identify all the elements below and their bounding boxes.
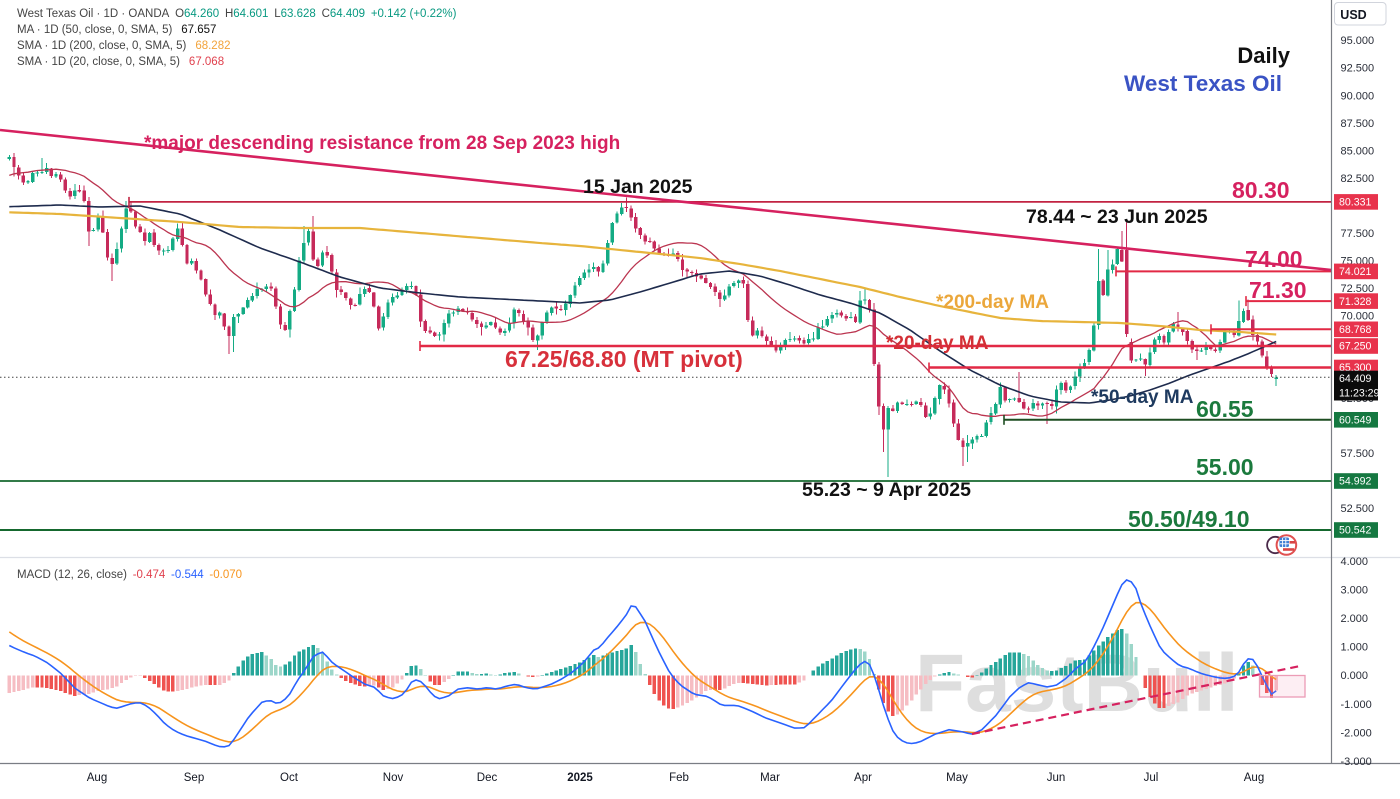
svg-text:Daily: Daily (1237, 43, 1290, 68)
svg-text:FastBull: FastBull (915, 638, 1238, 729)
svg-text:64.409: 64.409 (1339, 373, 1372, 385)
svg-text:4.000: 4.000 (1341, 556, 1369, 568)
svg-text:72.500: 72.500 (1341, 283, 1375, 295)
svg-text:-3.000: -3.000 (1341, 756, 1372, 768)
svg-text:95.000: 95.000 (1341, 35, 1375, 47)
svg-text:SMA · 1D (20, close, 0, SMA, 5: SMA · 1D (20, close, 0, SMA, 5) 67.068 (17, 56, 224, 68)
svg-text:50.50/49.10: 50.50/49.10 (1128, 506, 1250, 532)
svg-text:80.331: 80.331 (1339, 197, 1372, 209)
svg-text:MA · 1D (50, close, 0, SMA, 5): MA · 1D (50, close, 0, SMA, 5) 67.657 (17, 24, 216, 36)
svg-text:Mar: Mar (760, 772, 780, 784)
svg-text:*20-day MA: *20-day MA (886, 333, 989, 354)
svg-text:*50-day MA: *50-day MA (1091, 387, 1194, 408)
svg-text:67.250: 67.250 (1339, 341, 1372, 353)
svg-text:71.30: 71.30 (1249, 277, 1307, 303)
svg-text:Oct: Oct (280, 772, 299, 784)
svg-text:SMA · 1D (200, close, 0, SMA,: SMA · 1D (200, close, 0, SMA, 5) 68.282 (17, 40, 231, 52)
svg-text:87.500: 87.500 (1341, 118, 1375, 130)
svg-text:3.000: 3.000 (1341, 585, 1369, 597)
svg-text:USD: USD (1340, 8, 1366, 22)
svg-text:Aug: Aug (1244, 772, 1264, 784)
svg-text:71.328: 71.328 (1339, 296, 1372, 308)
svg-text:74.00: 74.00 (1245, 246, 1303, 272)
svg-text:11:23:29: 11:23:29 (1339, 387, 1380, 399)
svg-text:78.44 ~ 23 Jun 2025: 78.44 ~ 23 Jun 2025 (1026, 206, 1208, 228)
svg-text:92.500: 92.500 (1341, 63, 1375, 75)
svg-text:90.000: 90.000 (1341, 90, 1375, 102)
svg-text:-1.000: -1.000 (1341, 699, 1372, 711)
svg-text:*200-day MA: *200-day MA (936, 292, 1049, 313)
svg-text:74.021: 74.021 (1339, 266, 1372, 278)
svg-text:80.30: 80.30 (1232, 177, 1290, 203)
svg-text:West Texas Oil: West Texas Oil (1124, 71, 1282, 96)
svg-text:Aug: Aug (87, 772, 107, 784)
svg-text:-2.000: -2.000 (1341, 727, 1372, 739)
svg-text:Nov: Nov (383, 772, 404, 784)
svg-text:Jun: Jun (1047, 772, 1066, 784)
svg-text:2025: 2025 (567, 772, 593, 784)
svg-text:70.000: 70.000 (1341, 311, 1375, 323)
svg-text:*major descending resistance f: *major descending resistance from 28 Sep… (144, 133, 620, 154)
svg-text:Jul: Jul (1144, 772, 1159, 784)
svg-text:60.55: 60.55 (1196, 396, 1254, 422)
svg-text:55.23 ~ 9 Apr 2025: 55.23 ~ 9 Apr 2025 (802, 479, 971, 501)
svg-text:82.500: 82.500 (1341, 173, 1375, 185)
svg-text:50.542: 50.542 (1339, 525, 1372, 537)
svg-text:52.500: 52.500 (1341, 503, 1375, 515)
svg-text:15 Jan 2025: 15 Jan 2025 (583, 176, 693, 198)
svg-text:Apr: Apr (854, 772, 872, 784)
svg-text:MACD (12, 26, close) -0.474 -0: MACD (12, 26, close) -0.474 -0.544 -0.07… (17, 569, 242, 581)
svg-text:1.000: 1.000 (1341, 642, 1369, 654)
svg-text:60.549: 60.549 (1339, 415, 1372, 427)
svg-text:77.500: 77.500 (1341, 228, 1375, 240)
svg-text:Dec: Dec (477, 772, 498, 784)
svg-text:54.992: 54.992 (1339, 476, 1372, 488)
svg-text:55.00: 55.00 (1196, 454, 1254, 480)
svg-text:May: May (946, 772, 968, 784)
svg-text:0.000: 0.000 (1341, 670, 1369, 682)
svg-text:2.000: 2.000 (1341, 613, 1369, 625)
svg-text:57.500: 57.500 (1341, 448, 1375, 460)
svg-text:Sep: Sep (184, 772, 204, 784)
svg-text:West Texas Oil · 1D · OANDA O6: West Texas Oil · 1D · OANDA O64.260 H64.… (17, 8, 457, 20)
svg-text:68.768: 68.768 (1339, 324, 1372, 336)
svg-text:67.25/68.80 (MT pivot): 67.25/68.80 (MT pivot) (505, 346, 743, 372)
svg-text:Feb: Feb (669, 772, 689, 784)
svg-text:85.000: 85.000 (1341, 145, 1375, 157)
